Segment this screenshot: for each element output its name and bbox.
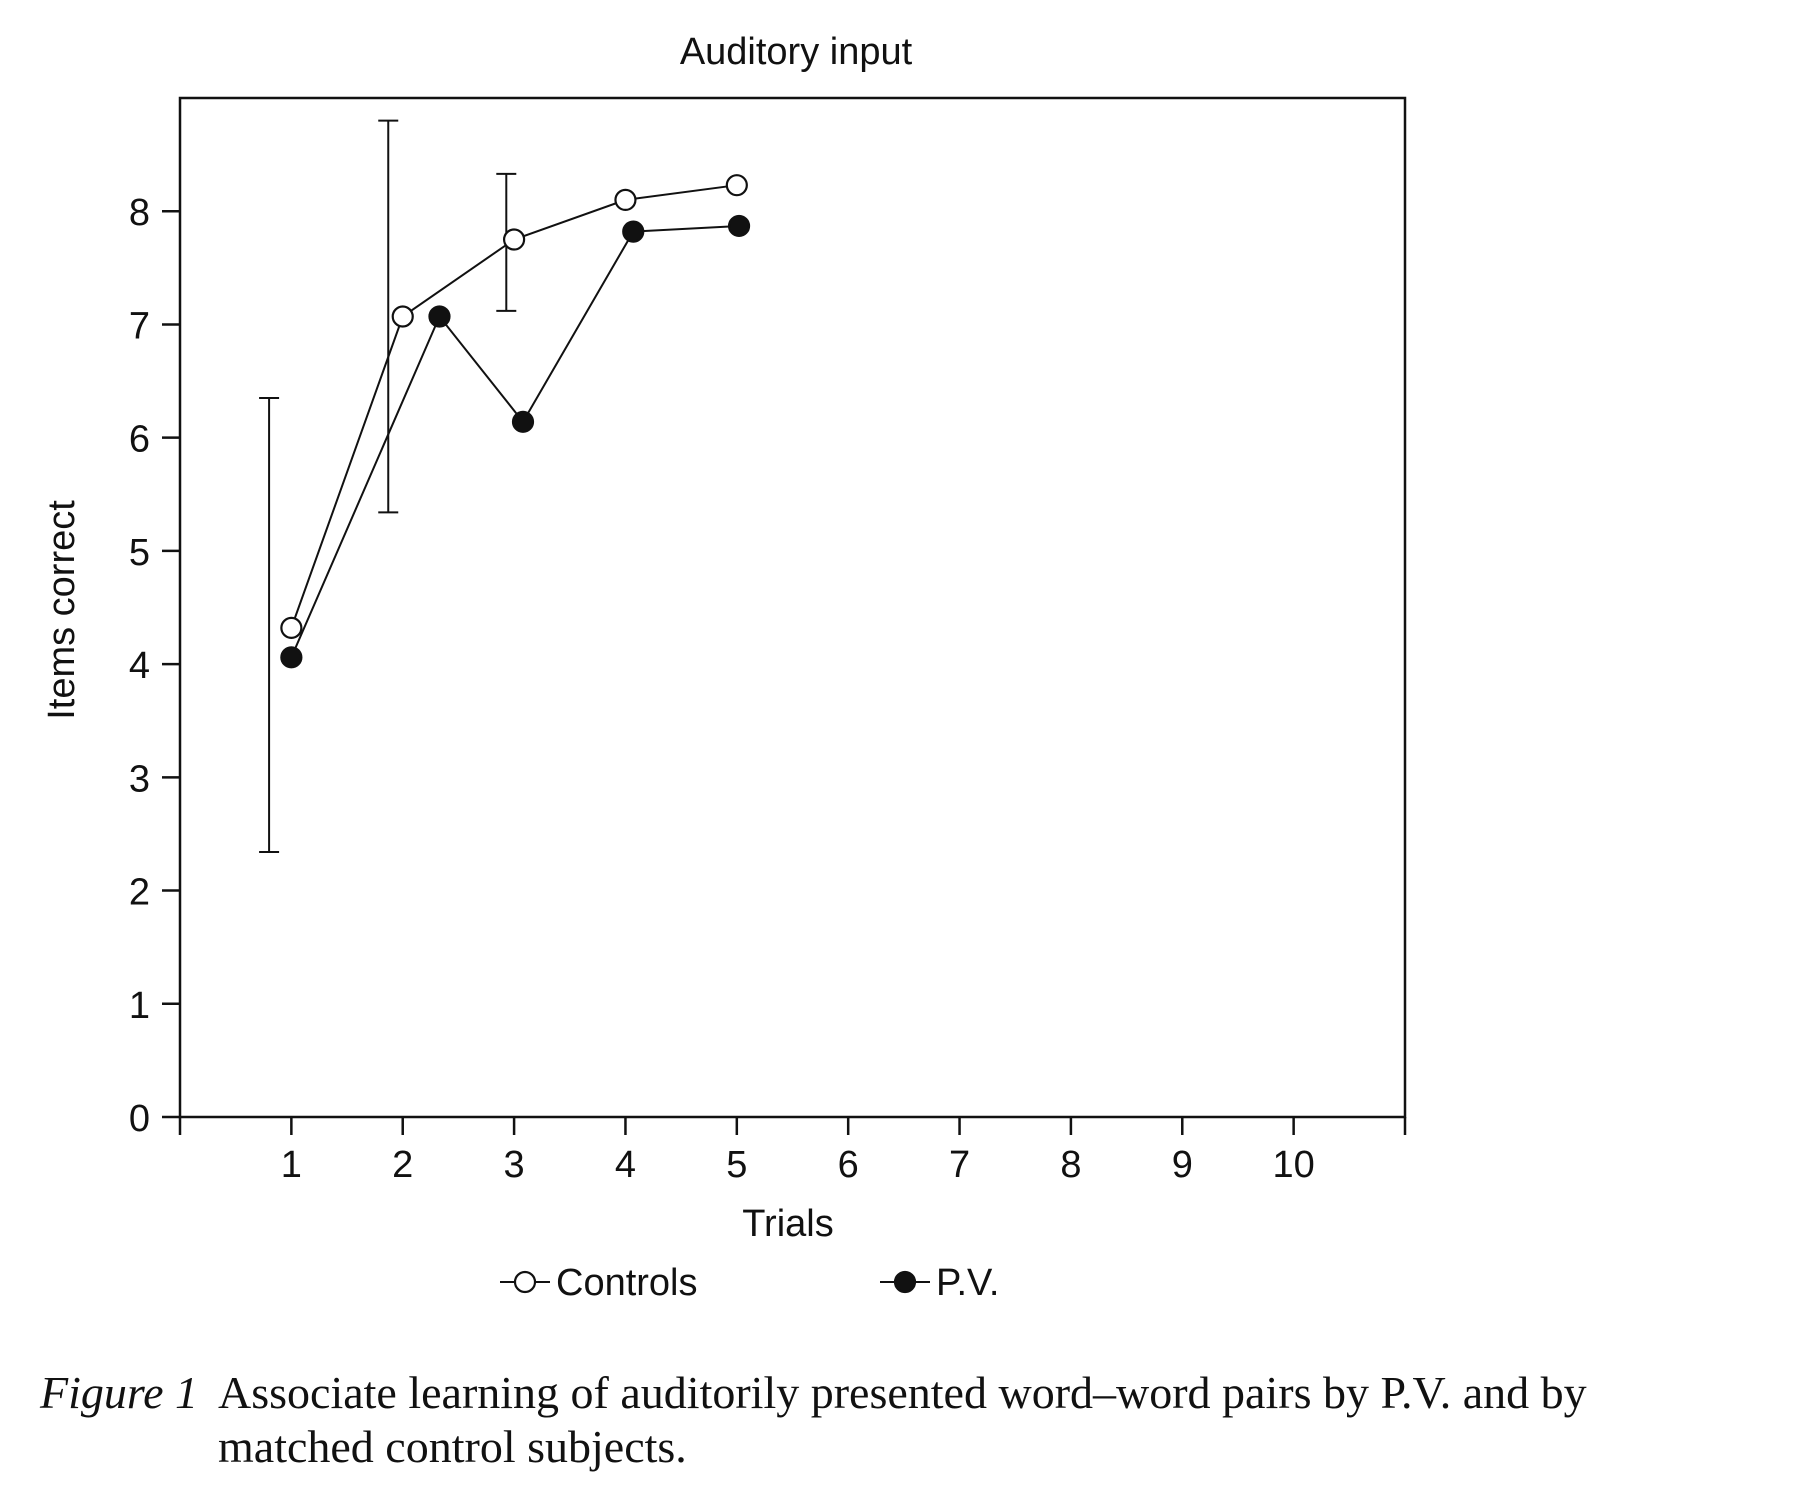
line-chart: Auditory input 1 2 3 4 5 6 7 8 9 10 0 1 2 3 4 5 6 7 8 Tri… [41,31,1407,1304]
data-point-pv-5 [727,214,751,238]
y-axis-label: Items correct [41,500,83,720]
data-point-controls-5 [725,174,748,197]
error-bar-1 [259,397,280,854]
x-tick-label-10: 10 [1272,1144,1314,1186]
figure-caption: Figure 1 Associate learning of auditorily… [40,1366,1780,1474]
series-controls [280,174,748,639]
y-tick-label-7: 7 [129,305,150,347]
y-axis: 0 1 2 3 4 5 6 7 8 [129,192,180,1140]
x-tick-label-6: 6 [838,1144,859,1186]
y-tick-label-1: 1 [129,985,150,1027]
x-tick-label-5: 5 [726,1144,747,1186]
x-axis-label: Trials [742,1203,833,1245]
legend-label-controls: Controls [556,1262,698,1304]
series-pv [280,214,751,669]
caption-line-1: Associate learning of auditorily present… [218,1367,1587,1418]
y-tick-label-0: 0 [129,1098,150,1140]
y-tick-label-2: 2 [129,872,150,914]
legend-label-pv: P.V. [936,1262,999,1304]
data-point-controls-4 [614,188,637,211]
x-tick-label-3: 3 [504,1144,525,1186]
data-point-controls-2 [391,305,414,328]
legend-marker-controls [513,1270,537,1294]
y-tick-label-8: 8 [129,192,150,234]
data-point-pv-3 [511,410,535,433]
legend-item-pv: P.V. [880,1262,999,1304]
x-tick-label-8: 8 [1060,1144,1081,1186]
x-tick-label-4: 4 [615,1144,636,1186]
x-tick-label-2: 2 [392,1144,413,1186]
data-point-pv-1 [280,646,303,669]
data-point-controls-1 [280,616,303,639]
error-bar-2 [378,119,399,514]
y-tick-label-5: 5 [129,532,150,574]
series-line-controls [290,184,737,629]
legend-marker-pv [893,1270,917,1294]
y-tick-label-6: 6 [129,419,150,461]
x-tick-label-7: 7 [949,1144,970,1186]
caption-line-2: matched control subjects. [218,1421,687,1472]
legend: Controls P.V. [500,1262,999,1304]
data-point-pv-4 [622,220,645,243]
legend-item-controls: Controls [500,1262,698,1304]
data-point-controls-3 [502,228,526,251]
plot-frame [178,96,1407,1119]
series-layer [280,174,751,669]
chart-title: Auditory input [680,31,913,73]
y-tick-label-3: 3 [129,758,150,800]
y-tick-label-4: 4 [129,645,150,687]
x-axis: 1 2 3 4 5 6 7 8 9 10 [178,1117,1407,1186]
x-tick-label-9: 9 [1172,1144,1193,1186]
caption-label: Figure 1 [40,1367,198,1418]
x-tick-label-1: 1 [281,1144,302,1186]
error-bars [259,119,517,854]
data-point-pv-2 [428,305,451,328]
